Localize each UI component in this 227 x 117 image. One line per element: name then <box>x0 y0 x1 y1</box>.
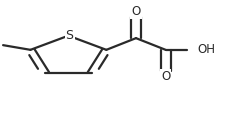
Text: OH: OH <box>197 43 215 56</box>
Text: S: S <box>65 29 73 42</box>
Text: O: O <box>131 5 140 18</box>
Text: O: O <box>160 70 170 83</box>
